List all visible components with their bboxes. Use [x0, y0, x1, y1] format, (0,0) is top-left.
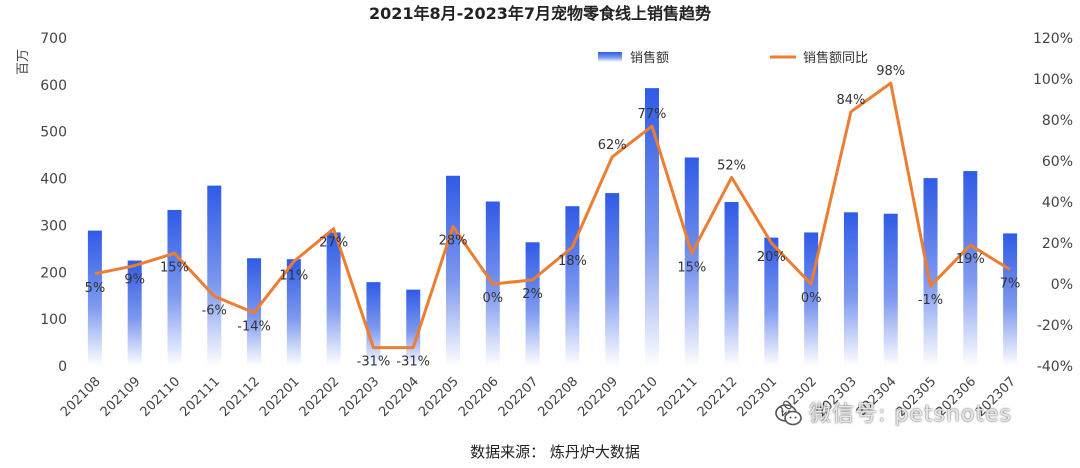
bar — [286, 259, 301, 366]
line-data-label: 5% — [85, 281, 106, 296]
x-tick-label: 202301 — [734, 374, 780, 420]
left-tick-label: 400 — [40, 172, 67, 188]
legend-bar-swatch — [598, 52, 622, 62]
bar — [963, 171, 978, 366]
line-data-label: 18% — [558, 254, 587, 269]
bar — [525, 242, 540, 366]
line-data-label: 11% — [279, 268, 308, 283]
line-data-label: 77% — [638, 107, 667, 122]
bar — [684, 157, 699, 366]
watermark: 微信号: petsnotes — [775, 396, 1012, 428]
bar — [1003, 233, 1018, 366]
x-tick-label: 202205 — [416, 374, 462, 420]
bar — [764, 237, 779, 366]
bar — [446, 175, 461, 366]
line-data-label: 84% — [836, 93, 865, 108]
y-unit-label: 百万 — [16, 49, 31, 75]
bar — [923, 178, 938, 366]
left-tick-label: 600 — [40, 78, 67, 94]
bar — [883, 213, 898, 366]
x-tick-label: 202108 — [58, 374, 104, 420]
bar — [167, 209, 182, 366]
line-data-label: 0% — [483, 291, 504, 306]
right-tick-label: -40% — [1037, 359, 1073, 375]
line-data-label: -1% — [918, 293, 943, 308]
bar — [724, 202, 739, 366]
x-tick-label: 202206 — [456, 374, 502, 420]
x-tick-label: 202202 — [297, 374, 343, 420]
right-tick-label: -20% — [1037, 318, 1073, 334]
line-data-label: -31% — [357, 355, 391, 370]
bar-series — [87, 88, 1018, 366]
chart-title: 2021年8月-2023年7月宠物零食线上销售趋势 — [369, 4, 711, 23]
right-tick-label: 60% — [1042, 154, 1073, 170]
x-tick-label: 202208 — [536, 374, 582, 420]
x-tick-label: 202111 — [177, 374, 223, 420]
legend: 销售额 销售额同比 — [598, 50, 868, 66]
x-tick-label: 202204 — [376, 374, 422, 420]
line-data-label: 52% — [717, 158, 746, 173]
x-tick-label: 202110 — [138, 374, 184, 420]
x-tick-label: 202203 — [337, 374, 383, 420]
line-data-label: 19% — [956, 252, 985, 267]
line-data-label: -14% — [237, 320, 271, 335]
x-tick-label: 202112 — [217, 374, 263, 420]
legend-bar-label: 销售额 — [630, 50, 669, 66]
line-series — [94, 81, 1011, 350]
x-tick-label: 202201 — [257, 374, 303, 420]
legend-line-label: 销售额同比 — [803, 50, 868, 66]
bar — [127, 260, 142, 366]
line-data-labels: 5% 9% 15% -6% -14% 11% 27% -31% -31% 28% 0% 2% 18% 62… — [85, 64, 1021, 369]
right-tick-label: 0% — [1051, 277, 1073, 293]
x-tick-label: 202211 — [655, 374, 701, 420]
line-data-label: 15% — [160, 260, 189, 275]
bar — [207, 185, 222, 366]
line-data-label: -6% — [202, 303, 227, 318]
line-data-label: -31% — [396, 355, 430, 370]
x-tick-label: 202209 — [575, 374, 621, 420]
line-data-label: 15% — [677, 260, 706, 275]
bar — [565, 206, 580, 366]
line-data-label: 62% — [598, 138, 627, 153]
bar — [87, 230, 102, 366]
right-tick-label: 20% — [1042, 236, 1073, 252]
line-data-label: 2% — [522, 287, 543, 302]
watermark-text: 微信号: petsnotes — [809, 402, 1013, 427]
line-data-label: 0% — [801, 291, 822, 306]
right-tick-label: 40% — [1042, 195, 1073, 211]
left-tick-label: 300 — [40, 218, 67, 234]
line-data-label: 20% — [757, 250, 786, 265]
left-tick-label: 500 — [40, 125, 67, 141]
source-note: 数据来源： 炼丹炉大数据 — [470, 443, 640, 461]
bar — [326, 232, 341, 366]
line-data-label: 9% — [124, 273, 145, 288]
x-tick-label: 202212 — [695, 374, 741, 420]
bar — [366, 282, 381, 366]
x-tick-label: 202109 — [98, 374, 144, 420]
yoy-line — [94, 81, 1011, 350]
line-data-label: 98% — [876, 64, 905, 79]
left-tick-label: 100 — [40, 312, 67, 328]
right-axis-ticks: -40% -20% 0% 20% 40% 60% 80% 100% 120% — [1033, 31, 1073, 375]
bar — [644, 88, 659, 366]
right-tick-label: 80% — [1042, 113, 1073, 129]
left-tick-label: 200 — [40, 265, 67, 281]
left-axis-ticks: 0 100 200 300 400 500 600 700 — [40, 31, 67, 375]
right-tick-label: 100% — [1033, 72, 1073, 88]
right-tick-label: 120% — [1033, 31, 1073, 47]
wechat-icon — [775, 404, 802, 426]
bar — [843, 212, 858, 366]
x-tick-label: 202210 — [615, 374, 661, 420]
x-tick-label: 202207 — [496, 374, 542, 420]
line-data-label: 7% — [1000, 277, 1021, 292]
line-data-label: 27% — [319, 236, 348, 251]
left-tick-label: 700 — [40, 31, 67, 47]
line-data-label: 28% — [439, 234, 468, 249]
bar — [605, 193, 620, 366]
left-tick-label: 0 — [58, 359, 67, 375]
